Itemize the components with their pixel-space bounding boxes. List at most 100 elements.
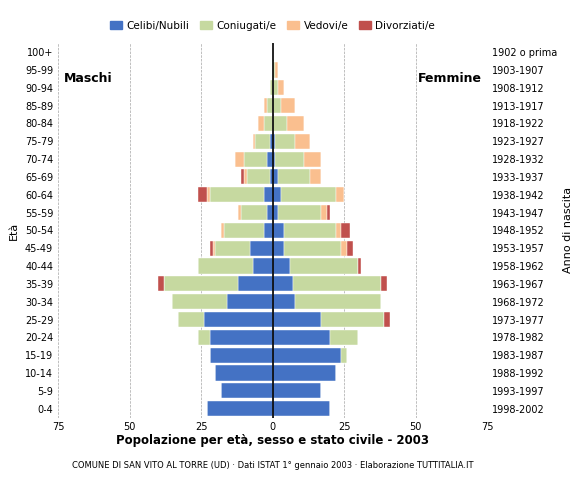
- Legend: Celibi/Nubili, Coniugati/e, Vedovi/e, Divorziati/e: Celibi/Nubili, Coniugati/e, Vedovi/e, Di…: [106, 17, 440, 35]
- Bar: [284, 240, 341, 256]
- Bar: [276, 134, 295, 149]
- Bar: [235, 152, 244, 167]
- Bar: [267, 205, 273, 220]
- Bar: [347, 240, 353, 256]
- Bar: [273, 258, 290, 274]
- Bar: [221, 383, 273, 398]
- Bar: [273, 312, 321, 327]
- Bar: [273, 169, 278, 184]
- Bar: [273, 348, 341, 363]
- Bar: [270, 169, 273, 184]
- Bar: [273, 276, 293, 291]
- Bar: [264, 187, 273, 203]
- Text: COMUNE DI SAN VITO AL TORRE (UD) · Dati ISTAT 1° gennaio 2003 · Elaborazione TUT: COMUNE DI SAN VITO AL TORRE (UD) · Dati …: [72, 461, 473, 470]
- Bar: [247, 169, 270, 184]
- Bar: [341, 223, 350, 238]
- Bar: [227, 294, 273, 309]
- Bar: [330, 330, 358, 345]
- Bar: [321, 205, 327, 220]
- Bar: [273, 62, 275, 78]
- Bar: [267, 152, 273, 167]
- Bar: [158, 276, 164, 291]
- Bar: [198, 258, 252, 274]
- Bar: [278, 169, 310, 184]
- Bar: [281, 187, 336, 203]
- Bar: [244, 152, 267, 167]
- Bar: [281, 98, 295, 113]
- Bar: [215, 365, 273, 381]
- Bar: [321, 312, 384, 327]
- Bar: [204, 312, 273, 327]
- Bar: [258, 116, 264, 131]
- Bar: [290, 258, 358, 274]
- Bar: [264, 223, 273, 238]
- Bar: [273, 205, 278, 220]
- Bar: [273, 80, 278, 96]
- Bar: [212, 240, 215, 256]
- Bar: [238, 276, 273, 291]
- Bar: [276, 152, 304, 167]
- Bar: [336, 223, 341, 238]
- Bar: [267, 98, 273, 113]
- Bar: [273, 98, 281, 113]
- Bar: [273, 134, 275, 149]
- Bar: [278, 205, 321, 220]
- Bar: [172, 294, 227, 309]
- Bar: [287, 116, 304, 131]
- Bar: [241, 169, 244, 184]
- Text: Popolazione per età, sesso e stato civile - 2003: Popolazione per età, sesso e stato civil…: [116, 434, 429, 447]
- Bar: [341, 348, 347, 363]
- Bar: [250, 240, 273, 256]
- Bar: [284, 223, 336, 238]
- Bar: [215, 240, 250, 256]
- Bar: [178, 312, 204, 327]
- Bar: [241, 205, 267, 220]
- Bar: [273, 383, 321, 398]
- Text: Maschi: Maschi: [64, 72, 113, 85]
- Bar: [295, 134, 310, 149]
- Bar: [264, 98, 267, 113]
- Bar: [270, 80, 273, 96]
- Bar: [207, 401, 273, 416]
- Bar: [273, 187, 281, 203]
- Bar: [207, 187, 209, 203]
- Bar: [304, 152, 321, 167]
- Bar: [273, 294, 295, 309]
- Bar: [273, 365, 336, 381]
- Y-axis label: Età: Età: [9, 221, 19, 240]
- Bar: [278, 80, 284, 96]
- Bar: [358, 258, 361, 274]
- Bar: [255, 134, 270, 149]
- Bar: [244, 169, 247, 184]
- Bar: [224, 223, 264, 238]
- Bar: [273, 223, 284, 238]
- Bar: [198, 330, 209, 345]
- Text: Femmine: Femmine: [418, 72, 481, 85]
- Bar: [209, 330, 273, 345]
- Bar: [336, 187, 344, 203]
- Bar: [252, 134, 255, 149]
- Bar: [341, 240, 347, 256]
- Bar: [381, 276, 387, 291]
- Bar: [295, 294, 381, 309]
- Bar: [273, 401, 330, 416]
- Bar: [273, 116, 287, 131]
- Bar: [327, 205, 330, 220]
- Bar: [293, 276, 381, 291]
- Bar: [276, 62, 278, 78]
- Bar: [264, 116, 273, 131]
- Bar: [164, 276, 238, 291]
- Bar: [273, 330, 330, 345]
- Bar: [198, 187, 207, 203]
- Bar: [221, 223, 224, 238]
- Bar: [273, 152, 275, 167]
- Bar: [209, 348, 273, 363]
- Bar: [273, 240, 284, 256]
- Bar: [238, 205, 241, 220]
- Bar: [270, 134, 273, 149]
- Bar: [310, 169, 321, 184]
- Bar: [384, 312, 390, 327]
- Y-axis label: Anno di nascita: Anno di nascita: [563, 187, 573, 274]
- Bar: [252, 258, 273, 274]
- Bar: [209, 240, 212, 256]
